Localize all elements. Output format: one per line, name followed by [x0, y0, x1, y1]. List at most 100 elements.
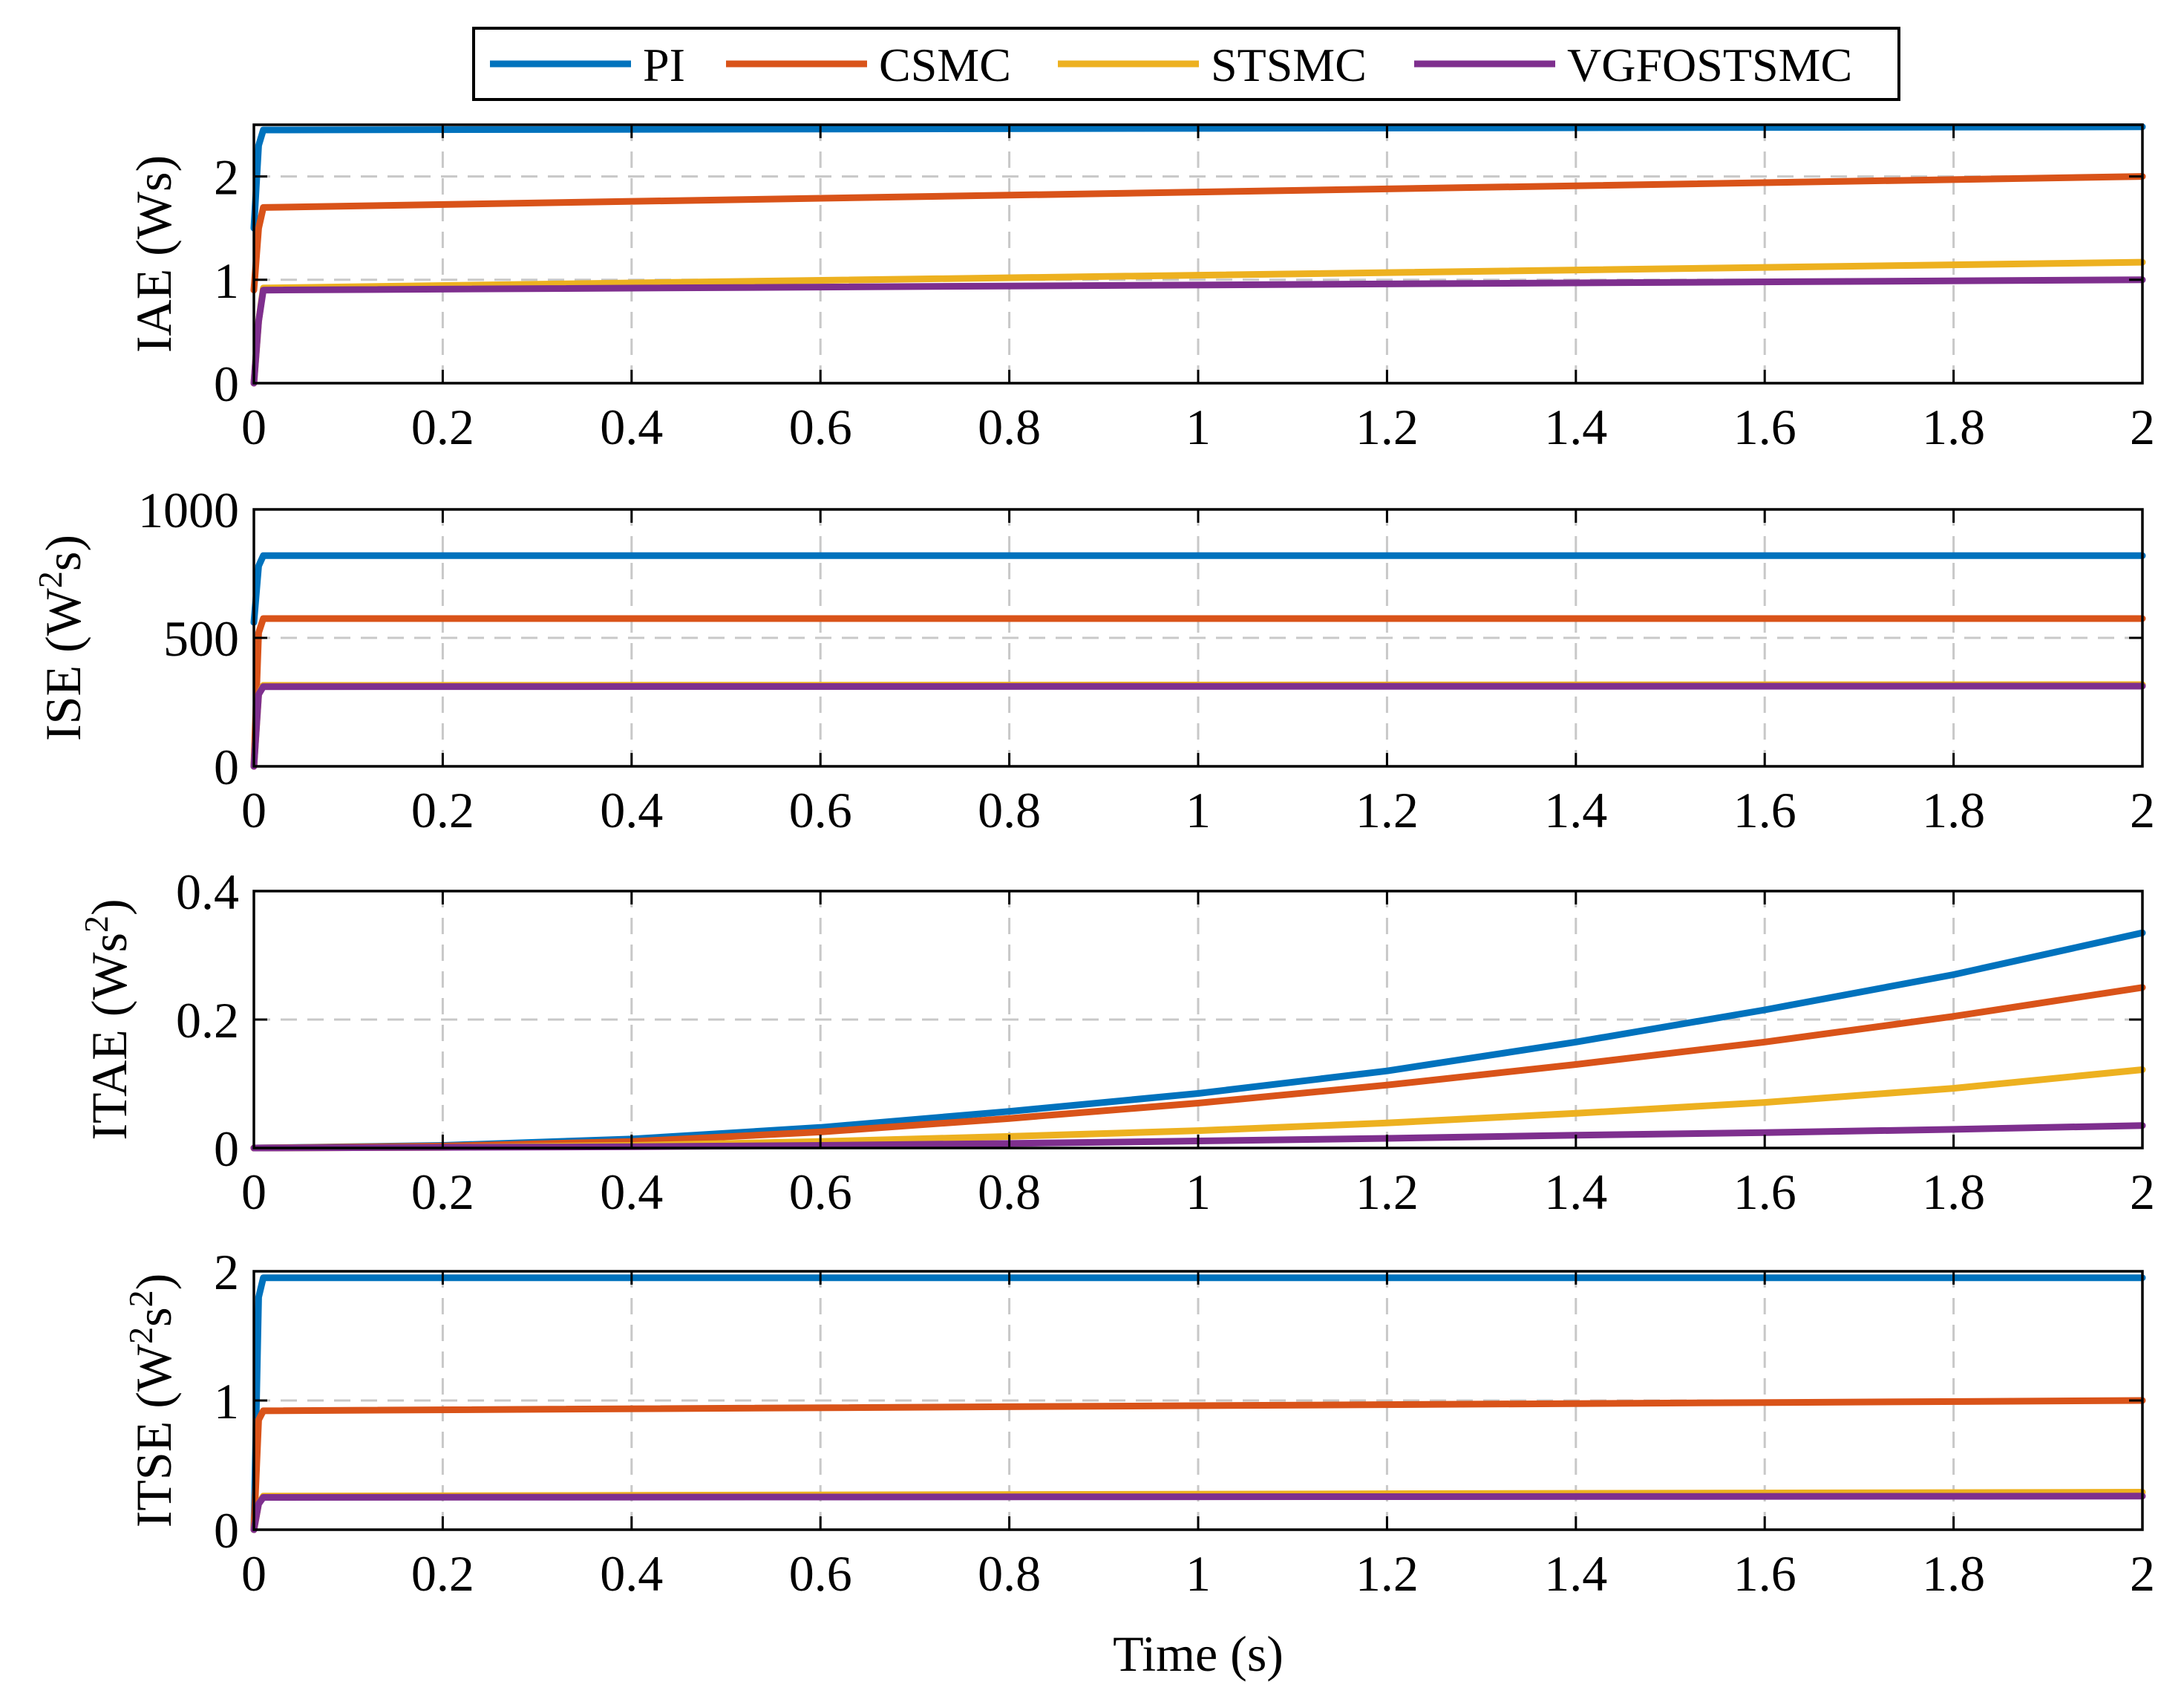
panel-iae-xtick-label-6: 1.2: [1356, 399, 1419, 455]
panel-itse-series-csmc: [250, 1397, 2146, 1533]
panel-itse-ylabel-main: ITSE (W: [125, 1343, 182, 1527]
panel-iae-series-pi: [250, 123, 2146, 232]
panel-itse-series-vgfostsmc: [250, 1493, 2146, 1533]
panel-iae-ytick-label-0: 0: [214, 356, 239, 412]
legend-label-vgfostsmc: VGFOSTSMC: [1567, 39, 1852, 91]
panel-itse-ytick-label-2: 2: [214, 1244, 239, 1300]
panel-itae-ylabel-sup: 2: [77, 916, 115, 933]
panel-itse-series: [250, 1274, 2146, 1533]
x-axis-label: Time (s): [1113, 1625, 1284, 1682]
panel-ise-series: [250, 552, 2146, 770]
panel-itse-xtick-label-2: 0.4: [600, 1545, 663, 1602]
panel-itae-xtick-label-8: 1.6: [1733, 1164, 1796, 1220]
panel-itae-ytick-label-0: 0: [214, 1121, 239, 1177]
panel-itse-xtick-label-1: 0.2: [411, 1545, 474, 1602]
panel-itse-xtick-label-7: 1.4: [1544, 1545, 1607, 1602]
panel-itae-ylabel-main: ITAE (Ws: [81, 933, 137, 1141]
panel-iae-grid: [254, 125, 2142, 383]
panel-ise-xtick-label-8: 1.6: [1733, 782, 1796, 838]
panel-itae-xtick-label-10: 2: [2130, 1164, 2155, 1220]
panel-ise-ticks: 0 0.2 0.4 0.6 0.8 1 1.2 1.4 1.6 1.8 2 0 500 1000: [138, 482, 2155, 838]
panel-itse-xtick-label-5: 1: [1186, 1545, 1211, 1602]
panel-itse-xtick-label-6: 1.2: [1356, 1545, 1419, 1602]
panel-itse-ticks: 0 0.2 0.4 0.6 0.8 1 1.2 1.4 1.6 1.8 2 0 1 2: [214, 1244, 2155, 1602]
panel-itse-xtick-label-10: 2: [2130, 1545, 2155, 1602]
panel-itse-ylabel-tail: s: [125, 1307, 182, 1326]
panel-iae-xtick-label-1: 0.2: [411, 399, 474, 455]
panel-iae-xtick-label-9: 1.8: [1922, 399, 1985, 455]
panel-itse-ylabel: ITSE (W2s2): [122, 1274, 183, 1528]
panel-itae-xtick-label-6: 1.2: [1356, 1164, 1419, 1220]
panel-ise-ylabel-sup: 2: [31, 571, 69, 588]
panel-itse-grid: [254, 1271, 2142, 1530]
panel-itae-ytick-label-1: 0.2: [176, 992, 239, 1049]
panel-ise-ytick-label-1: 500: [163, 610, 239, 667]
panel-itae-xtick-label-3: 0.6: [789, 1164, 852, 1220]
panel-itae-xtick-label-2: 0.4: [600, 1164, 663, 1220]
legend-label-csmc: CSMC: [879, 39, 1011, 91]
panel-itae-xtick-label-5: 1: [1186, 1164, 1211, 1220]
panel-iae-xtick-label-10: 2: [2130, 399, 2155, 455]
panel-ise-xtick-label-3: 0.6: [789, 782, 852, 838]
panel-itae-xtick-label-9: 1.8: [1922, 1164, 1985, 1220]
panel-itae-ylabel: ITAE (Ws2): [77, 899, 138, 1140]
panel-iae-xtick-label-7: 1.4: [1544, 399, 1607, 455]
panel-ise-ylabel-tail: s): [35, 535, 91, 571]
panel-ise-series-pi: [250, 552, 2146, 626]
panel-itae-xtick-label-4: 0.8: [978, 1164, 1041, 1220]
panel-iae-series: [250, 123, 2146, 387]
panel-iae: 0 0.2 0.4 0.6 0.8 1 1.2 1.4 1.6 1.8 2 0 1 2 IAE (Ws): [125, 123, 2155, 455]
panel-itse-xtick-label-3: 0.6: [789, 1545, 852, 1602]
panel-iae-series-vgfostsmc: [250, 276, 2146, 387]
panel-ise-series-vgfostsmc: [250, 682, 2146, 770]
panel-iae-ylabel: IAE (Ws): [125, 155, 182, 353]
panel-iae-ticks: 0 0.2 0.4 0.6 0.8 1 1.2 1.4 1.6 1.8 2 0 1 2: [214, 125, 2155, 455]
panel-ise-xtick-label-7: 1.4: [1544, 782, 1607, 838]
panel-itae-xtick-label-1: 0.2: [411, 1164, 474, 1220]
panel-iae-xtick-label-8: 1.6: [1733, 399, 1796, 455]
panel-ise-ylabel: ISE (W2s): [31, 535, 92, 741]
panel-itae: 0 0.2 0.4 0.6 0.8 1 1.2 1.4 1.6 1.8 2 0 0.2 0.4 ITAE …: [77, 864, 2156, 1220]
panel-itae-xtick-label-0: 0: [241, 1164, 267, 1220]
panel-iae-series-csmc: [250, 173, 2146, 294]
panel-itse-xtick-label-0: 0: [241, 1545, 267, 1602]
panel-itae-xtick-label-7: 1.4: [1544, 1164, 1607, 1220]
panel-ise-ytick-label-0: 0: [214, 739, 239, 795]
panel-ise-xtick-label-9: 1.8: [1922, 782, 1985, 838]
panel-iae-xtick-label-4: 0.8: [978, 399, 1041, 455]
legend: PI CSMC STSMC VGFOSTSMC: [472, 27, 1900, 101]
panel-itse-ylabel-sup2: 2: [122, 1290, 160, 1307]
panel-ise: 0 0.2 0.4 0.6 0.8 1 1.2 1.4 1.6 1.8 2 0 500 1000 ISE …: [31, 482, 2156, 838]
panel-ise-xtick-label-5: 1: [1186, 782, 1211, 838]
panel-itse-ylabel-sup: 2: [122, 1327, 160, 1344]
panel-iae-xtick-label-3: 0.6: [789, 399, 852, 455]
panel-ise-ylabel-main: ISE (W: [35, 587, 91, 741]
panel-itse-xtick-label-4: 0.8: [978, 1545, 1041, 1602]
panel-itse-xtick-label-9: 1.8: [1922, 1545, 1985, 1602]
legend-label-stsmc: STSMC: [1211, 39, 1367, 91]
panel-ise-xtick-label-4: 0.8: [978, 782, 1041, 838]
panel-iae-ytick-label-1: 1: [214, 252, 239, 309]
panel-ise-xtick-label-1: 0.2: [411, 782, 474, 838]
panel-itae-ticks: 0 0.2 0.4 0.6 0.8 1 1.2 1.4 1.6 1.8 2 0 0.2 0.4: [176, 864, 2155, 1220]
panel-ise-xtick-label-2: 0.4: [600, 782, 663, 838]
panel-ise-grid: [254, 509, 2142, 766]
panel-itse-ytick-label-0: 0: [214, 1502, 239, 1559]
panel-iae-ylabel-main: IAE (Ws): [125, 155, 182, 353]
panel-iae-xtick-label-2: 0.4: [600, 399, 663, 455]
panel-itse-ytick-label-1: 1: [214, 1373, 239, 1429]
panel-itse-xtick-label-8: 1.6: [1733, 1545, 1796, 1602]
panel-itse-ylabel-tail2: ): [125, 1274, 182, 1291]
panel-iae-xtick-label-0: 0: [241, 399, 267, 455]
panel-ise-xtick-label-0: 0: [241, 782, 267, 838]
panel-ise-xtick-label-6: 1.2: [1356, 782, 1419, 838]
legend-label-pi: PI: [643, 39, 685, 91]
panel-itae-ylabel-tail: ): [81, 899, 137, 916]
panel-itae-ytick-label-2: 0.4: [176, 864, 239, 920]
panel-iae-xtick-label-5: 1: [1186, 399, 1211, 455]
panel-ise-ytick-label-2: 1000: [138, 482, 239, 538]
panel-iae-ytick-label-2: 2: [214, 149, 239, 206]
